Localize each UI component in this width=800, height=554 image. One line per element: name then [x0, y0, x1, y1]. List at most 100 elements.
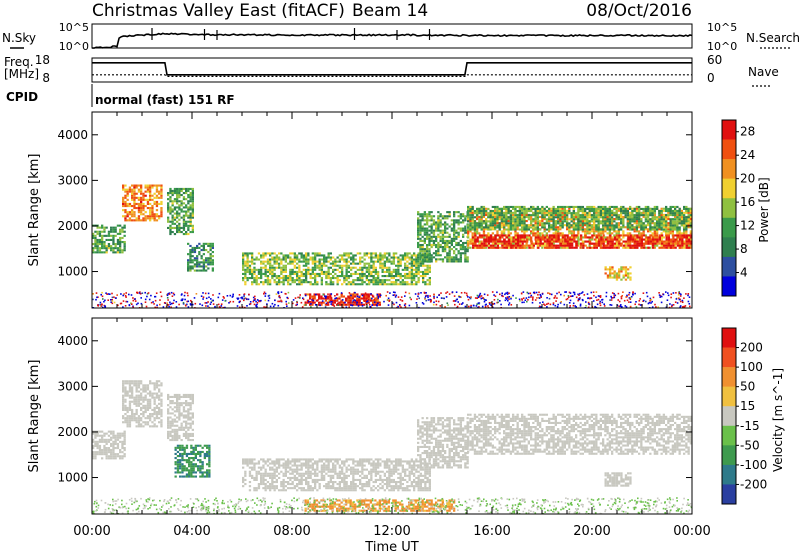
heatmap-cell: [627, 268, 630, 271]
heatmap-cell: [356, 262, 359, 265]
heatmap-cell: [260, 277, 263, 280]
heatmap-cell: [410, 279, 413, 282]
heatmap-cell: [377, 279, 380, 282]
heatmap-cell: [189, 224, 192, 227]
heatmap-cell: [593, 244, 596, 247]
heatmap-cell: [300, 281, 303, 284]
heatmap-cell: [363, 264, 366, 267]
heatmap-cell: [196, 255, 199, 258]
heatmap-cell: [133, 219, 136, 222]
heatmap-cell: [615, 212, 618, 215]
heatmap-cell: [169, 226, 172, 229]
heatmap-cell: [667, 238, 670, 241]
heatmap-cell: [388, 270, 391, 273]
heatmap-cell: [538, 291, 540, 294]
heatmap-cell: [559, 244, 562, 247]
heatmap-cell: [581, 226, 584, 229]
heatmap-cell: [624, 246, 627, 249]
heatmap-cell: [654, 238, 657, 241]
heatmap-cell: [660, 213, 663, 216]
heatmap-cell: [311, 270, 314, 273]
heatmap-cell: [131, 184, 134, 187]
heatmap-cell: [415, 275, 418, 278]
heatmap-cell: [356, 297, 359, 300]
heatmap-cell: [363, 293, 366, 296]
heatmap-cell: [496, 238, 499, 241]
heatmap-cell: [437, 227, 440, 230]
heatmap-cell: [246, 266, 249, 269]
heatmap-cell: [291, 260, 294, 263]
heatmap-cell: [441, 246, 445, 249]
heatmap-cell: [572, 226, 575, 229]
heatmap-cell: [653, 230, 656, 233]
heatmap-cell: [629, 224, 632, 227]
heatmap-cell: [260, 270, 263, 273]
heatmap-cell: [669, 205, 672, 208]
heatmap-cell: [667, 228, 670, 231]
heatmap-cell: [311, 295, 314, 298]
heatmap-cell: [176, 226, 179, 229]
heatmap-cell: [444, 225, 447, 228]
heatmap-cell: [464, 219, 467, 222]
heatmap-cell: [266, 268, 270, 271]
heatmap-cell: [557, 230, 560, 233]
heatmap-cell: [627, 240, 630, 243]
heatmap-cell: [467, 236, 470, 239]
heatmap-cell: [595, 211, 598, 214]
heatmap-cell: [98, 243, 102, 246]
heatmap-cell: [424, 270, 427, 273]
heatmap-cell: [446, 241, 449, 244]
heatmap-cell: [205, 297, 208, 300]
heatmap-cell: [255, 300, 257, 303]
heatmap-cell: [671, 214, 674, 217]
heatmap-cell: [437, 233, 440, 236]
heatmap-cell: [566, 218, 569, 221]
heatmap-cell: [521, 215, 524, 218]
heatmap-cell: [462, 235, 465, 238]
heatmap-cell: [191, 187, 194, 190]
heatmap-cell: [629, 278, 632, 281]
heatmap-cell: [343, 264, 346, 267]
heatmap-cell: [490, 246, 493, 249]
heatmap-cell: [361, 270, 364, 273]
heatmap-cell: [266, 270, 270, 273]
heatmap-cell: [689, 218, 692, 221]
heatmap-cell: [545, 232, 548, 235]
heatmap-cell: [552, 228, 555, 231]
heatmap-cell: [559, 205, 562, 208]
heatmap-cell: [410, 281, 413, 284]
heatmap-cell: [498, 222, 501, 225]
heatmap-cell: [644, 234, 647, 237]
heatmap-cell: [386, 256, 389, 259]
heatmap-cell: [541, 246, 544, 249]
heatmap-cell: [667, 214, 670, 217]
heatmap-cell: [629, 205, 632, 208]
heatmap-cell: [446, 256, 449, 259]
heatmap-cell: [437, 246, 440, 249]
heatmap-cell: [519, 238, 522, 241]
heatmap-cell: [602, 246, 605, 249]
heatmap-cell: [676, 234, 679, 237]
heatmap-cell: [608, 210, 611, 213]
heatmap-cell: [653, 210, 656, 213]
heatmap-cell: [607, 246, 610, 249]
heatmap-cell: [122, 205, 125, 208]
heatmap-cell: [341, 272, 344, 275]
heatmap-cell: [275, 275, 278, 278]
heatmap-cell: [561, 224, 564, 227]
heatmap-cell: [388, 260, 391, 263]
heatmap-cell: [688, 242, 691, 245]
heatmap-cell: [363, 272, 366, 275]
heatmap-cell: [638, 240, 641, 243]
heatmap-cell: [505, 216, 508, 219]
heatmap-cell: [422, 281, 425, 284]
heatmap-cell: [456, 306, 458, 308]
heatmap-cell: [430, 215, 433, 218]
heatmap-cell: [444, 221, 447, 224]
heatmap-cell: [122, 209, 125, 212]
heatmap-cell: [602, 244, 605, 247]
heatmap-cell: [561, 211, 564, 214]
heatmap-cell: [361, 275, 364, 278]
heatmap-cell: [187, 189, 190, 192]
heatmap-cell: [131, 190, 134, 193]
